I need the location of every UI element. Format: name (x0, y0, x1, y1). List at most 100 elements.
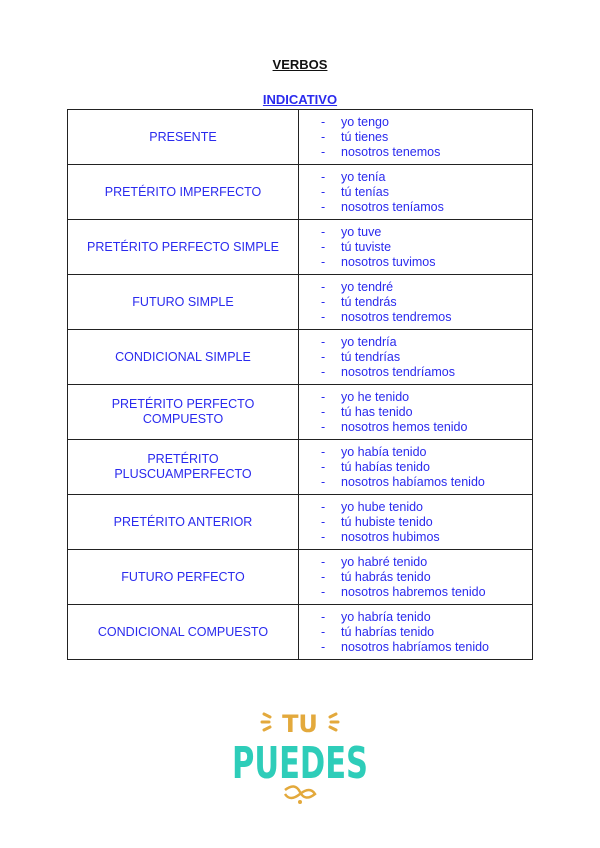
conjugation-item: - yo tuve (321, 225, 532, 240)
dash-bullet: - (321, 129, 326, 144)
dash-bullet: - (321, 624, 326, 639)
dash-bullet: - (321, 184, 326, 199)
conjugation-text: yo tengo (341, 114, 389, 129)
conjugation-text: tú hubiste tenido (341, 514, 433, 529)
conjugation-text: nosotros hubimos (341, 529, 440, 544)
conjugation-text: nosotros hemos tenido (341, 419, 468, 434)
dash-bullet: - (321, 584, 326, 599)
tense-name: FUTURO PERFECTO (67, 549, 299, 605)
tense-name: PRETÉRITO PERFECTO COMPUESTO (67, 384, 299, 440)
conjugation-item: - nosotros tendríamos (321, 365, 532, 380)
conjugation-text: yo habría tenido (341, 609, 431, 624)
verb-table: PRESENTE - yo tengo - tú tienes - nosotros ten… (67, 109, 533, 660)
conjugation-item: - nosotros tuvimos (321, 255, 532, 270)
table-row: PRETÉRITO ANTERIOR - yo hube tenido - tú hub… (67, 494, 533, 550)
conjugation-item: - tú tienes (321, 130, 532, 145)
conjugation-text: nosotros tendríamos (341, 364, 455, 379)
conjugation-item: - nosotros teníamos (321, 200, 532, 215)
conjugation-item: - tú habías tenido (321, 460, 532, 475)
dash-bullet: - (321, 309, 326, 324)
dash-bullet: - (321, 514, 326, 529)
conjugation-text: yo tendré (341, 279, 394, 294)
dash-bullet: - (321, 404, 326, 419)
conjugation-item: - tú habrías tenido (321, 625, 532, 640)
conjugation-item: - nosotros tendremos (321, 310, 532, 325)
conjugation-item: - nosotros hubimos (321, 530, 532, 545)
dash-bullet: - (321, 254, 326, 269)
dash-bullet: - (321, 199, 326, 214)
conjugation-text: nosotros habremos tenido (341, 584, 486, 599)
conjugation-text: tú tendrás (341, 294, 397, 309)
conjugation-text: nosotros tendremos (341, 309, 452, 324)
dash-bullet: - (321, 569, 326, 584)
tense-name: CONDICIONAL SIMPLE (67, 329, 299, 385)
conjugation-text: tú habrías tenido (341, 624, 435, 639)
conjugation-cell: - yo tendré - tú tendrás - nosotros tendremos (298, 274, 533, 330)
conjugation-item: - tú has tenido (321, 405, 532, 420)
conjugation-item: - tú tendrás (321, 295, 532, 310)
dash-bullet: - (321, 639, 326, 654)
conjugation-cell: - yo tendría - tú tendrías - nosotros tendría… (298, 329, 533, 385)
conjugation-item: - nosotros habríamos tenido (321, 640, 532, 655)
conjugation-item: - nosotros habremos tenido (321, 585, 532, 600)
dash-bullet: - (321, 294, 326, 309)
tu-puedes-logo: TU PUEDES (230, 700, 370, 815)
conjugation-text: nosotros teníamos (341, 199, 444, 214)
dash-bullet: - (321, 169, 326, 184)
table-row: PRETÉRITO PERFECTO SIMPLE - yo tuve - tú tuv… (67, 219, 533, 275)
conjugation-text: tú tuviste (341, 239, 392, 254)
conjugation-text: tú tienes (341, 129, 389, 144)
conjugation-cell: - yo habré tenido - tú habrás tenido - nosotr… (298, 549, 533, 605)
conjugation-item: - nosotros habíamos tenido (321, 475, 532, 490)
conjugation-text: yo tuve (341, 224, 382, 239)
table-row: PRETÉRITO PLUSCUAMPERFECTO - yo había teni… (67, 439, 533, 495)
conjugation-text: nosotros habíamos tenido (341, 474, 485, 489)
conjugation-text: yo había tenido (341, 444, 427, 459)
dash-bullet: - (321, 529, 326, 544)
dash-bullet: - (321, 444, 326, 459)
table-row: PRETÉRITO PERFECTO COMPUESTO - yo he tenid… (67, 384, 533, 440)
table-row: PRETÉRITO IMPERFECTO - yo tenía - tú tenías -… (67, 164, 533, 220)
conjugation-cell: - yo hube tenido - tú hubiste tenido - nosotr… (298, 494, 533, 550)
conjugation-text: yo habré tenido (341, 554, 428, 569)
conjugation-text: tú tenías (341, 184, 389, 199)
dash-bullet: - (321, 499, 326, 514)
dash-bullet: - (321, 474, 326, 489)
dash-bullet: - (321, 144, 326, 159)
logo-puedes: PUEDES (232, 738, 368, 789)
conjugation-text: tú tendrías (341, 349, 401, 364)
conjugation-item: - tú tendrías (321, 350, 532, 365)
table-row: FUTURO SIMPLE - yo tendré - tú tendrás - nosot… (67, 274, 533, 330)
conjugation-item: - yo habría tenido (321, 610, 532, 625)
conjugation-item: - yo habré tenido (321, 555, 532, 570)
conjugation-cell: - yo habría tenido - tú habrías tenido - noso… (298, 604, 533, 660)
conjugation-item: - tú hubiste tenido (321, 515, 532, 530)
conjugation-item: - tú tenías (321, 185, 532, 200)
conjugation-item: - yo tengo (321, 115, 532, 130)
dash-bullet: - (321, 419, 326, 434)
conjugation-text: yo tenía (341, 169, 386, 184)
section-title: INDICATIVO (262, 92, 338, 107)
dash-bullet: - (321, 349, 326, 364)
conjugation-cell: - yo tuve - tú tuviste - nosotros tuvimos (298, 219, 533, 275)
conjugation-text: yo he tenido (341, 389, 410, 404)
tense-name: PRETÉRITO PERFECTO SIMPLE (67, 219, 299, 275)
conjugation-item: - yo he tenido (321, 390, 532, 405)
tense-name: PRETÉRITO IMPERFECTO (67, 164, 299, 220)
table-row: PRESENTE - yo tengo - tú tienes - nosotros ten… (67, 109, 533, 165)
conjugation-text: yo tendría (341, 334, 397, 349)
conjugation-cell: - yo tenía - tú tenías - nosotros teníamos (298, 164, 533, 220)
conjugation-text: yo hube tenido (341, 499, 424, 514)
conjugation-text: tú has tenido (341, 404, 413, 419)
conjugation-text: nosotros habríamos tenido (341, 639, 490, 654)
document-title: VERBOS (272, 57, 328, 72)
dash-bullet: - (321, 334, 326, 349)
conjugation-cell: - yo he tenido - tú has tenido - nosotros hem… (298, 384, 533, 440)
dash-bullet: - (321, 239, 326, 254)
tense-name: PRETÉRITO ANTERIOR (67, 494, 299, 550)
conjugation-text: nosotros tenemos (341, 144, 441, 159)
conjugation-item: - tú habrás tenido (321, 570, 532, 585)
conjugation-item: - yo había tenido (321, 445, 532, 460)
table-row: FUTURO PERFECTO - yo habré tenido - tú habrá… (67, 549, 533, 605)
tense-name: PRESENTE (67, 109, 299, 165)
